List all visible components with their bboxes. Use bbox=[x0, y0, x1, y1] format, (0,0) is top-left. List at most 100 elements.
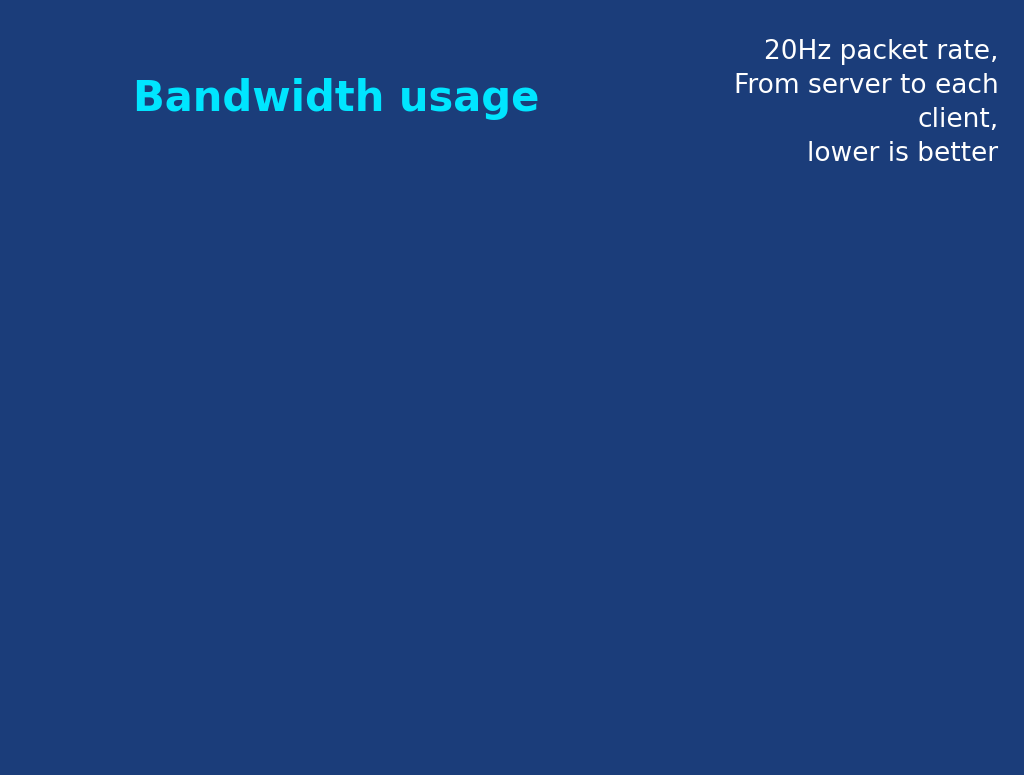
Bar bbox=[224, 630, 291, 632]
Bar bbox=[291, 646, 357, 647]
Bar bbox=[830, 394, 897, 401]
Bar bbox=[897, 404, 964, 411]
Bar bbox=[527, 654, 594, 658]
Bar bbox=[594, 560, 660, 563]
Bar bbox=[291, 621, 357, 622]
Bar bbox=[527, 538, 594, 542]
Bar bbox=[897, 411, 964, 418]
Bar bbox=[224, 629, 291, 630]
Bar bbox=[527, 535, 594, 538]
Bar bbox=[291, 666, 357, 668]
Text: Bandwidth usage: Bandwidth usage bbox=[133, 78, 540, 119]
Bar bbox=[830, 487, 897, 494]
Bar bbox=[897, 565, 964, 573]
Bar bbox=[527, 694, 594, 698]
Bar bbox=[594, 545, 660, 549]
Bar bbox=[291, 680, 357, 681]
Bar bbox=[594, 553, 660, 556]
Bar bbox=[594, 679, 660, 683]
Bar bbox=[830, 543, 897, 549]
Bar bbox=[594, 512, 660, 515]
Bar bbox=[830, 629, 897, 636]
Bar bbox=[291, 662, 357, 663]
Bar bbox=[897, 514, 964, 522]
Bar bbox=[830, 604, 897, 611]
Bar bbox=[291, 632, 357, 634]
Bar bbox=[291, 609, 357, 611]
Bar bbox=[527, 551, 594, 555]
Bar bbox=[224, 621, 291, 622]
Bar bbox=[897, 492, 964, 499]
Bar bbox=[830, 580, 897, 586]
Bar bbox=[897, 558, 964, 565]
Bar bbox=[830, 463, 897, 469]
Bar bbox=[594, 571, 660, 575]
Bar bbox=[527, 628, 594, 631]
Bar bbox=[830, 531, 897, 537]
Bar bbox=[594, 474, 660, 478]
Bar bbox=[291, 656, 357, 658]
Bar bbox=[224, 668, 291, 670]
Bar bbox=[291, 627, 357, 629]
Bar bbox=[897, 367, 964, 374]
Bar bbox=[897, 301, 964, 308]
Bar bbox=[830, 333, 897, 339]
Bar bbox=[224, 684, 291, 685]
Bar bbox=[291, 631, 357, 632]
Bar bbox=[291, 681, 357, 683]
Bar bbox=[594, 694, 660, 698]
Bar bbox=[830, 679, 897, 685]
Bar bbox=[897, 345, 964, 353]
Bar bbox=[830, 376, 897, 382]
Bar bbox=[224, 628, 291, 629]
Bar bbox=[830, 525, 897, 531]
Bar bbox=[291, 671, 357, 673]
Bar bbox=[527, 651, 594, 654]
Bar bbox=[291, 684, 357, 686]
Bar bbox=[897, 315, 964, 323]
Text: 61: 61 bbox=[244, 562, 272, 582]
Text: 12: 12 bbox=[177, 562, 206, 582]
Bar bbox=[594, 505, 660, 508]
Bar bbox=[897, 353, 964, 360]
Bar bbox=[830, 370, 897, 376]
Bar bbox=[291, 689, 357, 690]
Bar bbox=[158, 682, 224, 698]
Bar bbox=[291, 663, 357, 665]
Bar bbox=[291, 611, 357, 612]
Bar bbox=[224, 663, 291, 664]
Bar bbox=[527, 641, 594, 644]
Bar bbox=[830, 481, 897, 487]
Bar bbox=[224, 644, 291, 645]
Bar bbox=[897, 639, 964, 646]
Bar bbox=[224, 681, 291, 683]
Bar bbox=[897, 294, 964, 301]
Bar bbox=[830, 568, 897, 574]
Bar bbox=[897, 617, 964, 624]
Bar bbox=[594, 631, 660, 634]
Bar bbox=[224, 675, 291, 676]
Bar bbox=[830, 636, 897, 642]
Bar bbox=[291, 696, 357, 698]
Bar bbox=[594, 627, 660, 631]
Bar bbox=[830, 382, 897, 388]
Bar bbox=[527, 687, 594, 691]
Bar bbox=[291, 650, 357, 652]
Bar bbox=[527, 601, 594, 604]
Bar bbox=[897, 286, 964, 294]
Bar bbox=[897, 683, 964, 691]
Bar bbox=[897, 543, 964, 550]
Bar bbox=[527, 512, 594, 515]
Bar bbox=[224, 695, 291, 696]
Bar bbox=[594, 604, 660, 608]
Bar bbox=[461, 660, 527, 698]
Bar bbox=[897, 550, 964, 558]
Bar bbox=[291, 686, 357, 687]
Bar bbox=[897, 257, 964, 264]
Bar bbox=[897, 602, 964, 609]
Bar bbox=[830, 407, 897, 413]
Bar bbox=[224, 685, 291, 687]
Bar bbox=[830, 475, 897, 481]
Bar bbox=[830, 574, 897, 580]
Bar bbox=[224, 624, 291, 625]
